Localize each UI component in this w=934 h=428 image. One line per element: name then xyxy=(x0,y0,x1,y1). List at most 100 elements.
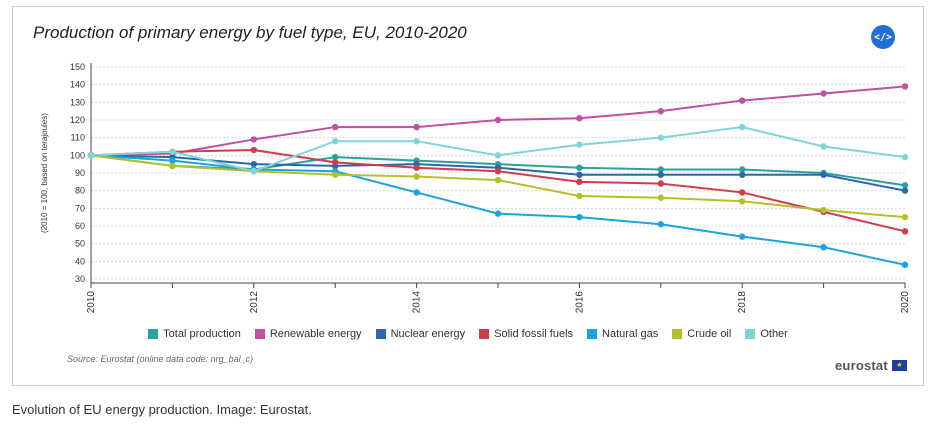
series-other[interactable] xyxy=(87,123,909,175)
x-axis: 2010 2012 2014 2016 2018 2020 xyxy=(86,282,911,314)
legend-label: Total production xyxy=(163,328,241,340)
data-point[interactable] xyxy=(494,152,502,159)
y-tick-label: 70 xyxy=(75,203,85,213)
data-point[interactable] xyxy=(576,115,583,122)
data-point[interactable] xyxy=(413,164,420,171)
data-point[interactable] xyxy=(576,178,583,186)
eurostat-logo: eurostat ★ xyxy=(835,358,907,373)
data-point[interactable] xyxy=(820,143,827,150)
data-point[interactable] xyxy=(250,146,257,154)
y-tick-label: 50 xyxy=(75,239,85,249)
legend-label: Other xyxy=(760,328,788,340)
eu-flag-icon: ★ xyxy=(891,360,907,371)
data-point[interactable] xyxy=(820,90,827,97)
x-tick-label: 2018 xyxy=(737,291,748,314)
data-point[interactable] xyxy=(169,162,176,170)
data-point[interactable] xyxy=(739,198,746,205)
legend: Total production Renewable energy Nuclear … xyxy=(13,328,923,340)
legend-swatch xyxy=(745,329,756,339)
data-point[interactable] xyxy=(576,213,583,221)
data-point[interactable] xyxy=(739,123,746,131)
data-point[interactable] xyxy=(250,136,257,143)
legend-swatch xyxy=(148,329,159,339)
y-axis: 30 40 50 60 70 80 90 100 110 120 130 140 150 xyxy=(70,62,92,284)
x-tick-label: 2016 xyxy=(574,291,585,314)
y-tick-label: 30 xyxy=(75,274,85,284)
data-point[interactable] xyxy=(657,166,664,173)
embed-code-button[interactable]: </> xyxy=(871,25,895,49)
legend-item-crude-oil[interactable]: Crude oil xyxy=(672,328,731,340)
data-point[interactable] xyxy=(901,83,909,90)
data-point[interactable] xyxy=(901,261,909,269)
legend-item-solid-fossil-fuels[interactable]: Solid fossil fuels xyxy=(479,328,573,340)
x-tick-label: 2014 xyxy=(412,291,423,314)
series-renewable-energy[interactable] xyxy=(87,83,909,159)
data-point[interactable] xyxy=(657,107,664,115)
data-point[interactable] xyxy=(250,160,257,168)
legend-label: Natural gas xyxy=(602,328,659,340)
data-point[interactable] xyxy=(820,244,827,251)
data-point[interactable] xyxy=(576,192,583,200)
chart-title: Production of primary energy by fuel typ… xyxy=(33,23,467,42)
data-point[interactable] xyxy=(901,228,909,235)
data-point[interactable] xyxy=(901,182,909,189)
data-point[interactable] xyxy=(250,168,257,175)
data-point[interactable] xyxy=(494,168,502,175)
legend-label: Crude oil xyxy=(687,328,732,340)
data-point[interactable] xyxy=(901,153,909,161)
data-point[interactable] xyxy=(657,180,664,187)
y-tick-label: 100 xyxy=(70,150,85,160)
legend-item-renewable-energy[interactable]: Renewable energy xyxy=(254,328,362,340)
y-tick-label: 90 xyxy=(75,168,85,178)
data-point[interactable] xyxy=(576,141,583,148)
data-point[interactable] xyxy=(657,171,664,178)
data-point[interactable] xyxy=(739,189,746,196)
legend-item-nuclear-energy[interactable]: Nuclear energy xyxy=(375,328,466,340)
data-point[interactable] xyxy=(169,157,176,164)
data-point[interactable] xyxy=(739,97,746,104)
data-point[interactable] xyxy=(332,159,339,166)
data-point[interactable] xyxy=(413,173,420,180)
data-point[interactable] xyxy=(901,187,909,194)
data-point[interactable] xyxy=(901,213,909,221)
legend-swatch xyxy=(672,329,683,339)
x-tick-label: 2010 xyxy=(86,291,97,314)
data-point[interactable] xyxy=(657,221,664,228)
legend-label: Nuclear energy xyxy=(390,328,466,340)
data-point[interactable] xyxy=(494,176,502,184)
data-point[interactable] xyxy=(413,189,420,196)
data-point[interactable] xyxy=(576,171,583,178)
data-point[interactable] xyxy=(332,138,339,145)
x-tick-label: 2020 xyxy=(900,291,911,314)
legend-item-total-production[interactable]: Total production xyxy=(148,328,241,340)
data-point[interactable] xyxy=(413,123,420,131)
data-point[interactable] xyxy=(820,171,827,178)
y-tick-label: 150 xyxy=(70,62,85,72)
y-tick-label: 60 xyxy=(75,221,85,231)
legend-swatch xyxy=(254,329,265,339)
data-point[interactable] xyxy=(739,233,746,240)
legend-swatch xyxy=(375,329,386,339)
data-point[interactable] xyxy=(494,116,502,124)
data-point[interactable] xyxy=(739,171,746,178)
data-point[interactable] xyxy=(413,138,420,145)
data-point[interactable] xyxy=(169,148,176,155)
legend-item-natural-gas[interactable]: Natural gas xyxy=(587,328,658,340)
series-lines xyxy=(87,83,909,269)
image-caption: Evolution of EU energy production. Image… xyxy=(12,402,312,417)
legend-label: Solid fossil fuels xyxy=(494,328,574,340)
data-point[interactable] xyxy=(332,153,339,161)
legend-item-other[interactable]: Other xyxy=(745,328,788,340)
y-tick-label: 110 xyxy=(71,133,85,143)
data-point[interactable] xyxy=(739,166,746,173)
y-tick-label: 120 xyxy=(70,115,85,125)
data-point[interactable] xyxy=(494,210,502,217)
data-point[interactable] xyxy=(657,134,664,141)
data-point[interactable] xyxy=(87,152,95,159)
data-point[interactable] xyxy=(657,194,664,201)
data-point[interactable] xyxy=(332,171,339,178)
data-point[interactable] xyxy=(332,123,339,131)
data-point[interactable] xyxy=(820,206,827,214)
data-point[interactable] xyxy=(576,164,583,171)
